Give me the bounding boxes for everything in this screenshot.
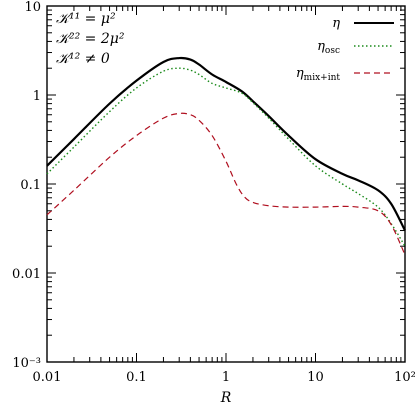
annotation-k11: 𝒦¹¹ = μ²: [56, 11, 116, 27]
x-tick-label: 10²: [394, 370, 415, 385]
x-axis-label: R: [220, 390, 232, 406]
legend-label-eta: η: [332, 16, 340, 31]
y-tick-label: 10: [24, 0, 41, 15]
series-line-0: [46, 56, 406, 232]
series-line-1: [46, 67, 406, 247]
series-layer: [46, 56, 406, 256]
y-tick-label: 1: [33, 89, 41, 104]
legend-label-eta-mix-int: ηmix+int: [296, 66, 341, 83]
legend-label-eta-osc: ηosc: [317, 39, 340, 56]
x-tick-label: 10: [307, 370, 324, 385]
x-tick-label: 0.1: [126, 370, 147, 385]
y-tick-label: 0.01: [12, 267, 41, 282]
y-tick-label: 10⁻³: [12, 356, 41, 371]
x-tick-label: 0.01: [33, 370, 62, 385]
y-tick-label: 0.1: [20, 178, 41, 193]
x-tick-label: 1: [222, 370, 230, 385]
annotation-block: 𝒦¹¹ = μ² 𝒦²² = 2μ² 𝒦¹² ≠ 0: [56, 11, 125, 67]
series-line-2: [46, 112, 406, 256]
annotation-k12: 𝒦¹² ≠ 0: [56, 51, 110, 67]
annotation-k22: 𝒦²² = 2μ²: [56, 31, 125, 47]
axis-ticks: [46, 6, 405, 363]
legend: η ηosc ηmix+int: [296, 16, 394, 83]
